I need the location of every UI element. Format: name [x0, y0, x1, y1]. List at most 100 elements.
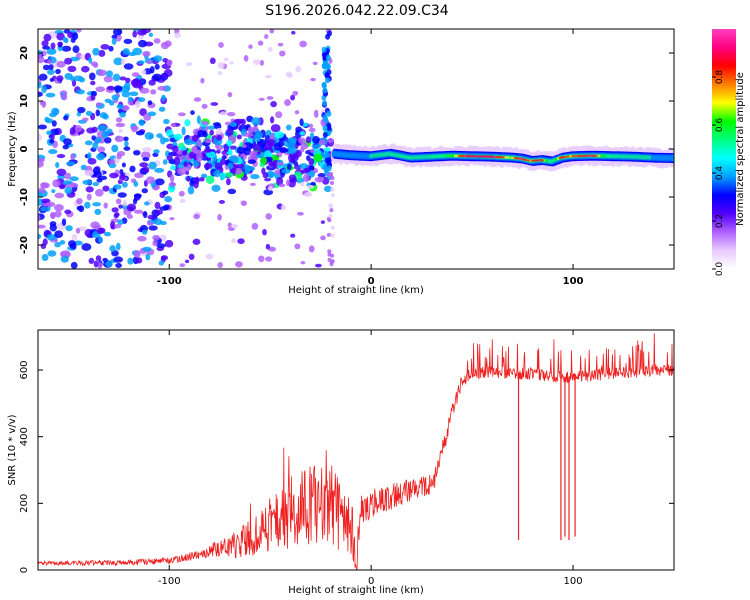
- spectrogram-cell: [119, 173, 126, 180]
- spectrogram-cell: [179, 198, 186, 204]
- spectrogram-cell: [123, 136, 129, 142]
- spectrogram-cell: [166, 59, 173, 67]
- snr-x-label: Height of straight line (km): [288, 585, 424, 596]
- spectrogram-cell: [96, 227, 105, 235]
- spectrogram-cell: [38, 73, 48, 81]
- spectrogram-cell: [62, 180, 72, 185]
- spectrogram-cell: [41, 182, 50, 189]
- spectrogram-cell: [250, 174, 260, 180]
- spectrogram-cell: [42, 45, 51, 50]
- spectrogram-cell: [38, 224, 46, 229]
- spectrogram-cell: [230, 168, 236, 174]
- spectrogram-cell: [278, 183, 286, 188]
- spectrogram-cell: [157, 86, 168, 91]
- spectrogram-cell: [63, 138, 72, 146]
- spectrogram-cell: [113, 224, 122, 229]
- colorbar-gradient: [712, 29, 736, 269]
- spectrogram-cell: [113, 256, 123, 263]
- spectrogram-cell: [152, 73, 162, 82]
- spectrogram-cell: [217, 261, 223, 269]
- spectrogram-cell: [56, 154, 66, 159]
- spectrogram-cell: [298, 137, 306, 144]
- spectrogram-cell: [95, 102, 102, 107]
- spectrogram-cell: [135, 257, 143, 264]
- spectrogram-cell: [325, 33, 331, 40]
- spectrogram-cell: [95, 188, 104, 197]
- spectrogram-cell: [215, 127, 223, 135]
- spectrogram-cell: [183, 161, 188, 167]
- spectrogram-cell: [267, 185, 273, 191]
- colorbar-tick-label: 0.2: [715, 214, 725, 228]
- spectrogram-cell: [177, 167, 187, 176]
- spectrogram-cell: [330, 187, 335, 192]
- spectrogram-cell: [141, 29, 152, 34]
- spectrogram-cell: [103, 231, 112, 237]
- spectrogram-cell: [203, 148, 212, 153]
- spectrogram-cell: [129, 91, 139, 97]
- spectrogram-cell: [137, 39, 148, 48]
- spectrogram-cell: [318, 139, 326, 146]
- spectrogram-cell: [97, 262, 103, 269]
- spectrogram-cell: [88, 257, 95, 265]
- spectrogram-cell: [327, 249, 332, 254]
- spectrogram-cell: [193, 213, 200, 220]
- spectrogram-cell: [162, 159, 168, 165]
- spectrogram-cell: [257, 40, 264, 46]
- spectrogram-cell: [299, 163, 309, 170]
- spectrogram-cell: [183, 138, 194, 146]
- spectrogram-cell: [154, 63, 160, 70]
- spectrogram-cell: [86, 193, 92, 201]
- spectrogram-cell: [122, 199, 127, 207]
- spectrogram-cell: [78, 205, 85, 213]
- spectrogram-cell: [142, 246, 152, 252]
- spectrogram-cell: [126, 214, 133, 219]
- spectrogram-cell: [229, 61, 234, 65]
- spectrogram-cell: [92, 181, 100, 187]
- spectrogram-cell: [92, 47, 100, 56]
- spectrogram-cell: [187, 185, 195, 195]
- spectrogram-cell: [119, 76, 127, 81]
- spectrogram-cell: [206, 125, 217, 130]
- spectrogram-cell: [112, 73, 121, 82]
- spectrogram-cell: [162, 190, 169, 195]
- spectrogram-cell: [57, 41, 63, 47]
- spectrogram-cell: [105, 260, 113, 268]
- spectrogram-cell: [327, 218, 332, 223]
- spectrogram-cell: [149, 66, 155, 74]
- spectrogram-cell: [201, 103, 208, 109]
- spectrogram-cell: [111, 207, 119, 213]
- spectrogram-cell: [265, 74, 272, 79]
- spectrogram-cell: [123, 38, 133, 45]
- spectrogram-cell: [89, 72, 96, 81]
- spectrogram-cell: [312, 61, 318, 66]
- spectrogram-cell: [69, 127, 76, 135]
- spectrogram-cell: [45, 201, 56, 208]
- spectrogram-cell: [87, 157, 97, 165]
- spectrogram-cell: [49, 128, 60, 136]
- spectrogram-cell: [156, 133, 163, 139]
- spectrogram-cell: [178, 146, 187, 151]
- spectrogram-cell: [217, 61, 225, 69]
- snr-axes: -100 0 100 0 200 400 600: [19, 330, 674, 587]
- spectrogram-cell: [265, 256, 273, 262]
- spectrogram-cell: [121, 90, 131, 98]
- spectrogram-cell: [64, 186, 73, 195]
- snr-panel: -100 0 100 0 200 400 600 Height of straight li…: [7, 329, 675, 596]
- spectrogram-cell: [171, 145, 179, 153]
- spectrogram-cell: [70, 153, 76, 160]
- spectrogram-cell: [284, 99, 291, 107]
- spectrogram-cell: [76, 89, 85, 95]
- spectrogram-cell: [270, 133, 275, 140]
- spectrogram-cell: [276, 162, 285, 166]
- spectrogram-x-tick-label: -100: [157, 276, 182, 287]
- spectrogram-cell: [267, 139, 276, 147]
- spectrogram-cell: [279, 148, 289, 153]
- spectrogram-cell: [322, 63, 327, 70]
- spectrogram-cell: [50, 107, 60, 116]
- spectrogram-cell: [56, 32, 65, 41]
- snr-series-line: [38, 333, 674, 570]
- spectrogram-cell: [196, 153, 203, 162]
- spectrogram-cell: [235, 261, 243, 268]
- spectrogram-cell: [327, 252, 332, 257]
